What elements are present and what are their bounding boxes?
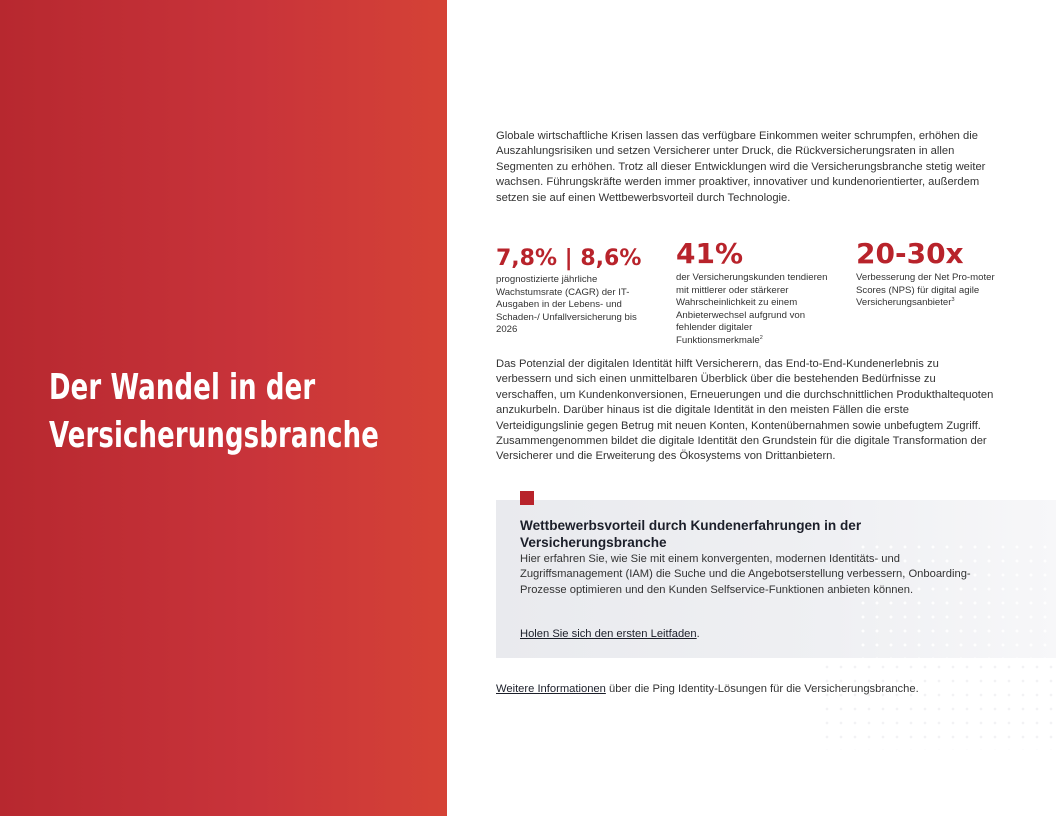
stat-description: Verbesserung der Net Pro-moter Scores (N…	[856, 272, 1016, 310]
callout-marker	[520, 491, 534, 505]
stat-cagr: 7,8% | 8,6% prognostizierte jährliche Wa…	[496, 248, 646, 337]
callout-box	[496, 500, 1056, 660]
stats-row: 7,8% | 8,6% prognostizierte jährliche Wa…	[0, 240, 1056, 350]
dot-pattern	[856, 540, 1056, 660]
background-dot-pattern	[820, 660, 1056, 750]
callout-body: Hier erfahren Sie, wie Sie mit einem kon…	[520, 553, 971, 596]
stat-description: der Versicherungskunden tendieren mit mi…	[676, 272, 836, 348]
hero-panel: Der Wandel in der Versicherungsbranche	[0, 0, 447, 816]
hero-title: Der Wandel in der Versicherungsbranche	[49, 364, 379, 460]
footer-line: Weitere Informationen über die Ping Iden…	[496, 682, 1036, 697]
stat-description-text: Verbesserung der Net Pro-moter Scores (N…	[856, 272, 995, 309]
callout-title: Wettbewerbsvorteil durch Kundenerfahrung…	[520, 518, 862, 550]
more-info-link[interactable]: Weitere Informationen	[496, 683, 606, 695]
hero-title-line-1: Der Wandel in der	[49, 367, 316, 408]
callout-link-suffix: .	[696, 628, 700, 640]
stat-value: 7,8% | 8,6%	[496, 246, 642, 271]
stat-value: 41%	[676, 237, 744, 270]
stat-switching: 41% der Versicherungskunden tendieren mi…	[676, 240, 836, 348]
hero-title-line-2: Versicherungsbranche	[49, 415, 379, 456]
intro-paragraph: Globale wirtschaftliche Krisen lassen da…	[496, 130, 986, 204]
footer-text: über die Ping Identity-Lösungen für die …	[605, 683, 919, 695]
stat-description-text: prognostizierte jährliche Wachstumsrate …	[496, 274, 637, 336]
stat-description: prognostizierte jährliche Wachstumsrate …	[496, 274, 646, 337]
stat-description-text: der Versicherungskunden tendieren mit mi…	[676, 272, 828, 346]
stat-value: 20-30x	[856, 237, 964, 270]
footnote-marker: 2	[759, 334, 763, 341]
stat-nps: 20-30x Verbesserung der Net Pro-moter Sc…	[856, 240, 1016, 310]
body-paragraph: Das Potenzial der digitalen Identität hi…	[496, 358, 994, 463]
guide-link[interactable]: Holen Sie sich den ersten Leitfaden	[520, 628, 697, 640]
footnote-marker: 3	[951, 297, 955, 303]
callout-link-line: Holen Sie sich den ersten Leitfaden.	[520, 627, 700, 642]
